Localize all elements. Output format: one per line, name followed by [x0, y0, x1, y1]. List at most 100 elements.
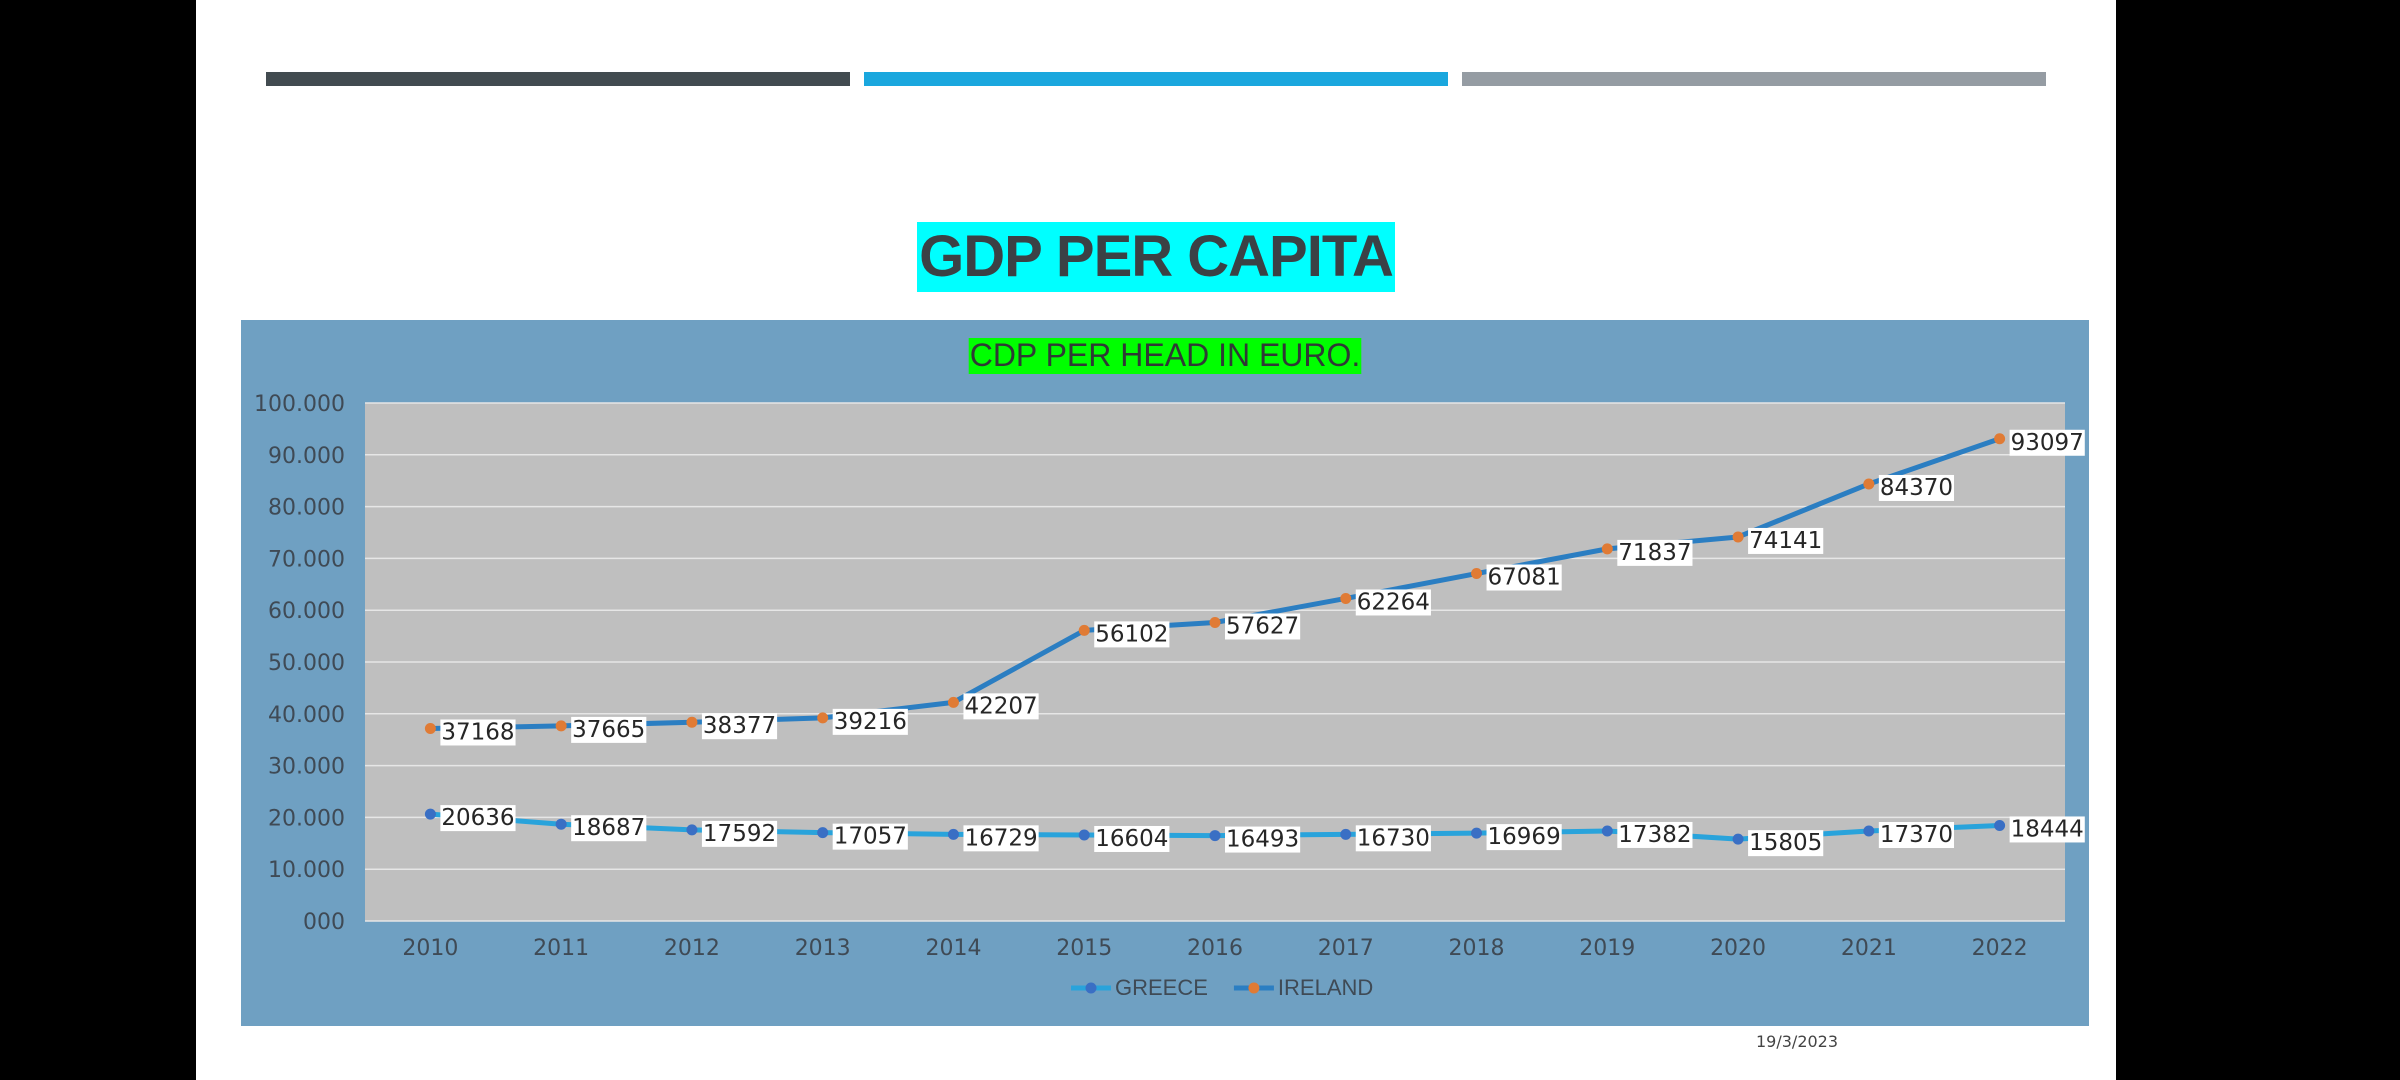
data-point-ireland [686, 716, 698, 728]
x-tick-label: 2016 [1187, 936, 1243, 961]
data-label-background [1748, 527, 1824, 554]
data-label-ireland: 37665 [571, 716, 647, 743]
data-label-ireland: 67081 [1486, 564, 1562, 591]
data-label-background [963, 825, 1039, 852]
data-label-text: 18444 [2011, 816, 2084, 842]
data-point-ireland [1732, 531, 1744, 543]
data-label-greece: 17370 [1878, 822, 1955, 849]
x-tick-label: 2014 [925, 936, 981, 961]
y-tick-label: 10.000 [268, 858, 345, 883]
data-label-greece: 20636 [440, 805, 516, 832]
data-label-text: 20636 [441, 805, 514, 831]
data-label-text: 17592 [703, 821, 776, 847]
data-label-text: 37168 [441, 719, 514, 745]
data-label-text: 62264 [1357, 589, 1430, 615]
data-point-greece [1601, 825, 1613, 837]
data-label-greece: 18444 [2009, 816, 2085, 843]
data-label-text: 38377 [703, 713, 776, 739]
data-label-background [440, 805, 516, 832]
data-point-ireland [1863, 478, 1875, 490]
data-label-text: 16729 [964, 825, 1037, 851]
data-label-ireland: 71837 [1617, 539, 1693, 566]
x-tick-label: 2022 [1972, 936, 2028, 961]
data-label-text: 17370 [1880, 822, 1953, 848]
data-point-ireland [817, 712, 829, 724]
data-label-text: 67081 [1488, 565, 1561, 591]
data-point-greece [1471, 827, 1483, 839]
decorative-bar-blue [864, 72, 1448, 86]
y-tick-label: 80.000 [268, 496, 345, 521]
chart-title: CDP PER HEAD IN EURO. [970, 337, 1361, 373]
data-label-text: 16969 [1488, 824, 1561, 850]
decorative-bar-dark [266, 72, 850, 86]
data-point-greece [947, 828, 959, 840]
data-label-background [1617, 539, 1693, 566]
data-point-ireland [1078, 624, 1090, 636]
data-point-ireland [1471, 568, 1483, 580]
x-tick-label: 2020 [1710, 936, 1766, 961]
y-tick-label: 000 [303, 910, 345, 935]
chart-title-highlight [968, 338, 1362, 374]
data-label-greece: 16969 [1486, 824, 1562, 851]
data-label-text: 42207 [964, 693, 1037, 719]
x-tick-label: 2015 [1056, 936, 1112, 961]
slide-date: 19/3/2023 [1756, 1032, 1839, 1051]
line-chart: CDP PER HEAD IN EURO. 000 10.000 20.000 30.0… [254, 337, 2085, 1000]
data-point-ireland [947, 696, 959, 708]
x-tick-label: 2021 [1841, 936, 1897, 961]
slide: GDP PER CAPITA CDP PER HEAD IN EURO. 000 1… [196, 0, 2116, 1080]
data-label-background [2009, 816, 2085, 843]
data-label-background [1355, 589, 1431, 616]
data-point-greece [424, 808, 436, 820]
data-point-greece [817, 827, 829, 839]
data-label-ireland: 74141 [1748, 527, 1824, 554]
data-label-background [1094, 825, 1170, 852]
legend-marker-greece [1085, 982, 1097, 994]
data-label-ireland: 93097 [2009, 429, 2085, 456]
y-tick-label: 50.000 [268, 651, 345, 676]
y-tick-label: 90.000 [268, 444, 345, 469]
data-point-ireland [555, 720, 567, 732]
data-label-background [701, 820, 778, 847]
data-label-ireland: 42207 [963, 693, 1039, 720]
data-label-background [1094, 621, 1170, 648]
data-label-background [701, 713, 778, 740]
data-label-background [832, 708, 908, 735]
data-label-ireland: 84370 [1878, 474, 1955, 501]
data-label-background [571, 815, 647, 842]
x-tick-label: 2019 [1579, 936, 1635, 961]
data-label-text: 15805 [1749, 830, 1822, 856]
data-label-ireland: 56102 [1094, 621, 1170, 648]
data-label-greece: 16604 [1094, 825, 1170, 852]
data-point-greece [1863, 825, 1875, 837]
data-label-background [1225, 826, 1301, 853]
data-label-ireland: 38377 [701, 713, 778, 740]
data-label-text: 84370 [1880, 475, 1953, 501]
data-label-background [1225, 613, 1301, 640]
y-tick-label: 40.000 [268, 703, 345, 728]
slide-title: GDP PER CAPITA [917, 222, 1395, 292]
data-point-ireland [424, 722, 436, 734]
data-label-greece: 15805 [1748, 830, 1824, 857]
data-label-text: 16730 [1357, 825, 1430, 851]
x-tick-label: 2017 [1318, 936, 1374, 961]
data-point-greece [1732, 833, 1744, 845]
chart-panel: CDP PER HEAD IN EURO. 000 10.000 20.000 30.0… [241, 320, 2089, 1026]
data-label-text: 56102 [1095, 621, 1168, 647]
data-point-ireland [1209, 616, 1221, 628]
data-label-greece: 17382 [1617, 821, 1693, 848]
data-label-background [832, 823, 908, 850]
x-tick-label: 2011 [533, 936, 589, 961]
data-label-background [2009, 429, 2085, 456]
data-label-background [1617, 821, 1693, 848]
data-point-ireland [1601, 543, 1613, 555]
y-tick-label: 30.000 [268, 755, 345, 780]
data-label-background [440, 719, 516, 746]
data-label-background [1486, 564, 1562, 591]
data-label-text: 39216 [834, 709, 907, 735]
data-point-greece [1209, 830, 1221, 842]
data-label-greece: 16493 [1225, 826, 1301, 853]
data-label-ireland: 37168 [440, 719, 516, 746]
data-label-text: 57627 [1226, 613, 1299, 639]
legend-marker-ireland [1248, 982, 1260, 994]
